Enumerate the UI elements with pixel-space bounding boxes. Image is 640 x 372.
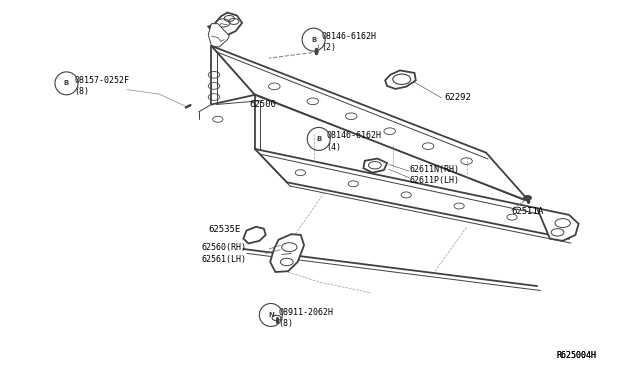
Text: B: B [311, 36, 316, 43]
Polygon shape [270, 234, 304, 272]
Text: R625004H: R625004H [556, 351, 596, 360]
Text: 08911-2062H
(8): 08911-2062H (8) [278, 308, 333, 328]
Text: 08146-6162H
(2): 08146-6162H (2) [321, 32, 376, 52]
Text: N: N [268, 312, 274, 318]
Polygon shape [208, 13, 242, 36]
Polygon shape [243, 227, 266, 243]
Text: 08157-0252F
(8): 08157-0252F (8) [74, 76, 129, 96]
Polygon shape [385, 70, 416, 89]
Text: 62535E: 62535E [208, 225, 241, 234]
Circle shape [524, 196, 531, 200]
Polygon shape [537, 208, 579, 241]
Text: 62500: 62500 [250, 100, 276, 109]
Text: B: B [316, 136, 321, 142]
Text: 62611N(RH)
62611P(LH): 62611N(RH) 62611P(LH) [410, 165, 460, 185]
Polygon shape [208, 24, 229, 47]
Polygon shape [364, 158, 387, 173]
Text: 625I1A: 625I1A [511, 208, 544, 217]
Text: 62292: 62292 [445, 93, 472, 102]
Text: R625004H: R625004H [556, 351, 596, 360]
Text: 62560(RH)
62561(LH): 62560(RH) 62561(LH) [202, 243, 247, 263]
Text: B: B [64, 80, 69, 86]
Text: 08146-6162H
(4): 08146-6162H (4) [326, 131, 381, 151]
